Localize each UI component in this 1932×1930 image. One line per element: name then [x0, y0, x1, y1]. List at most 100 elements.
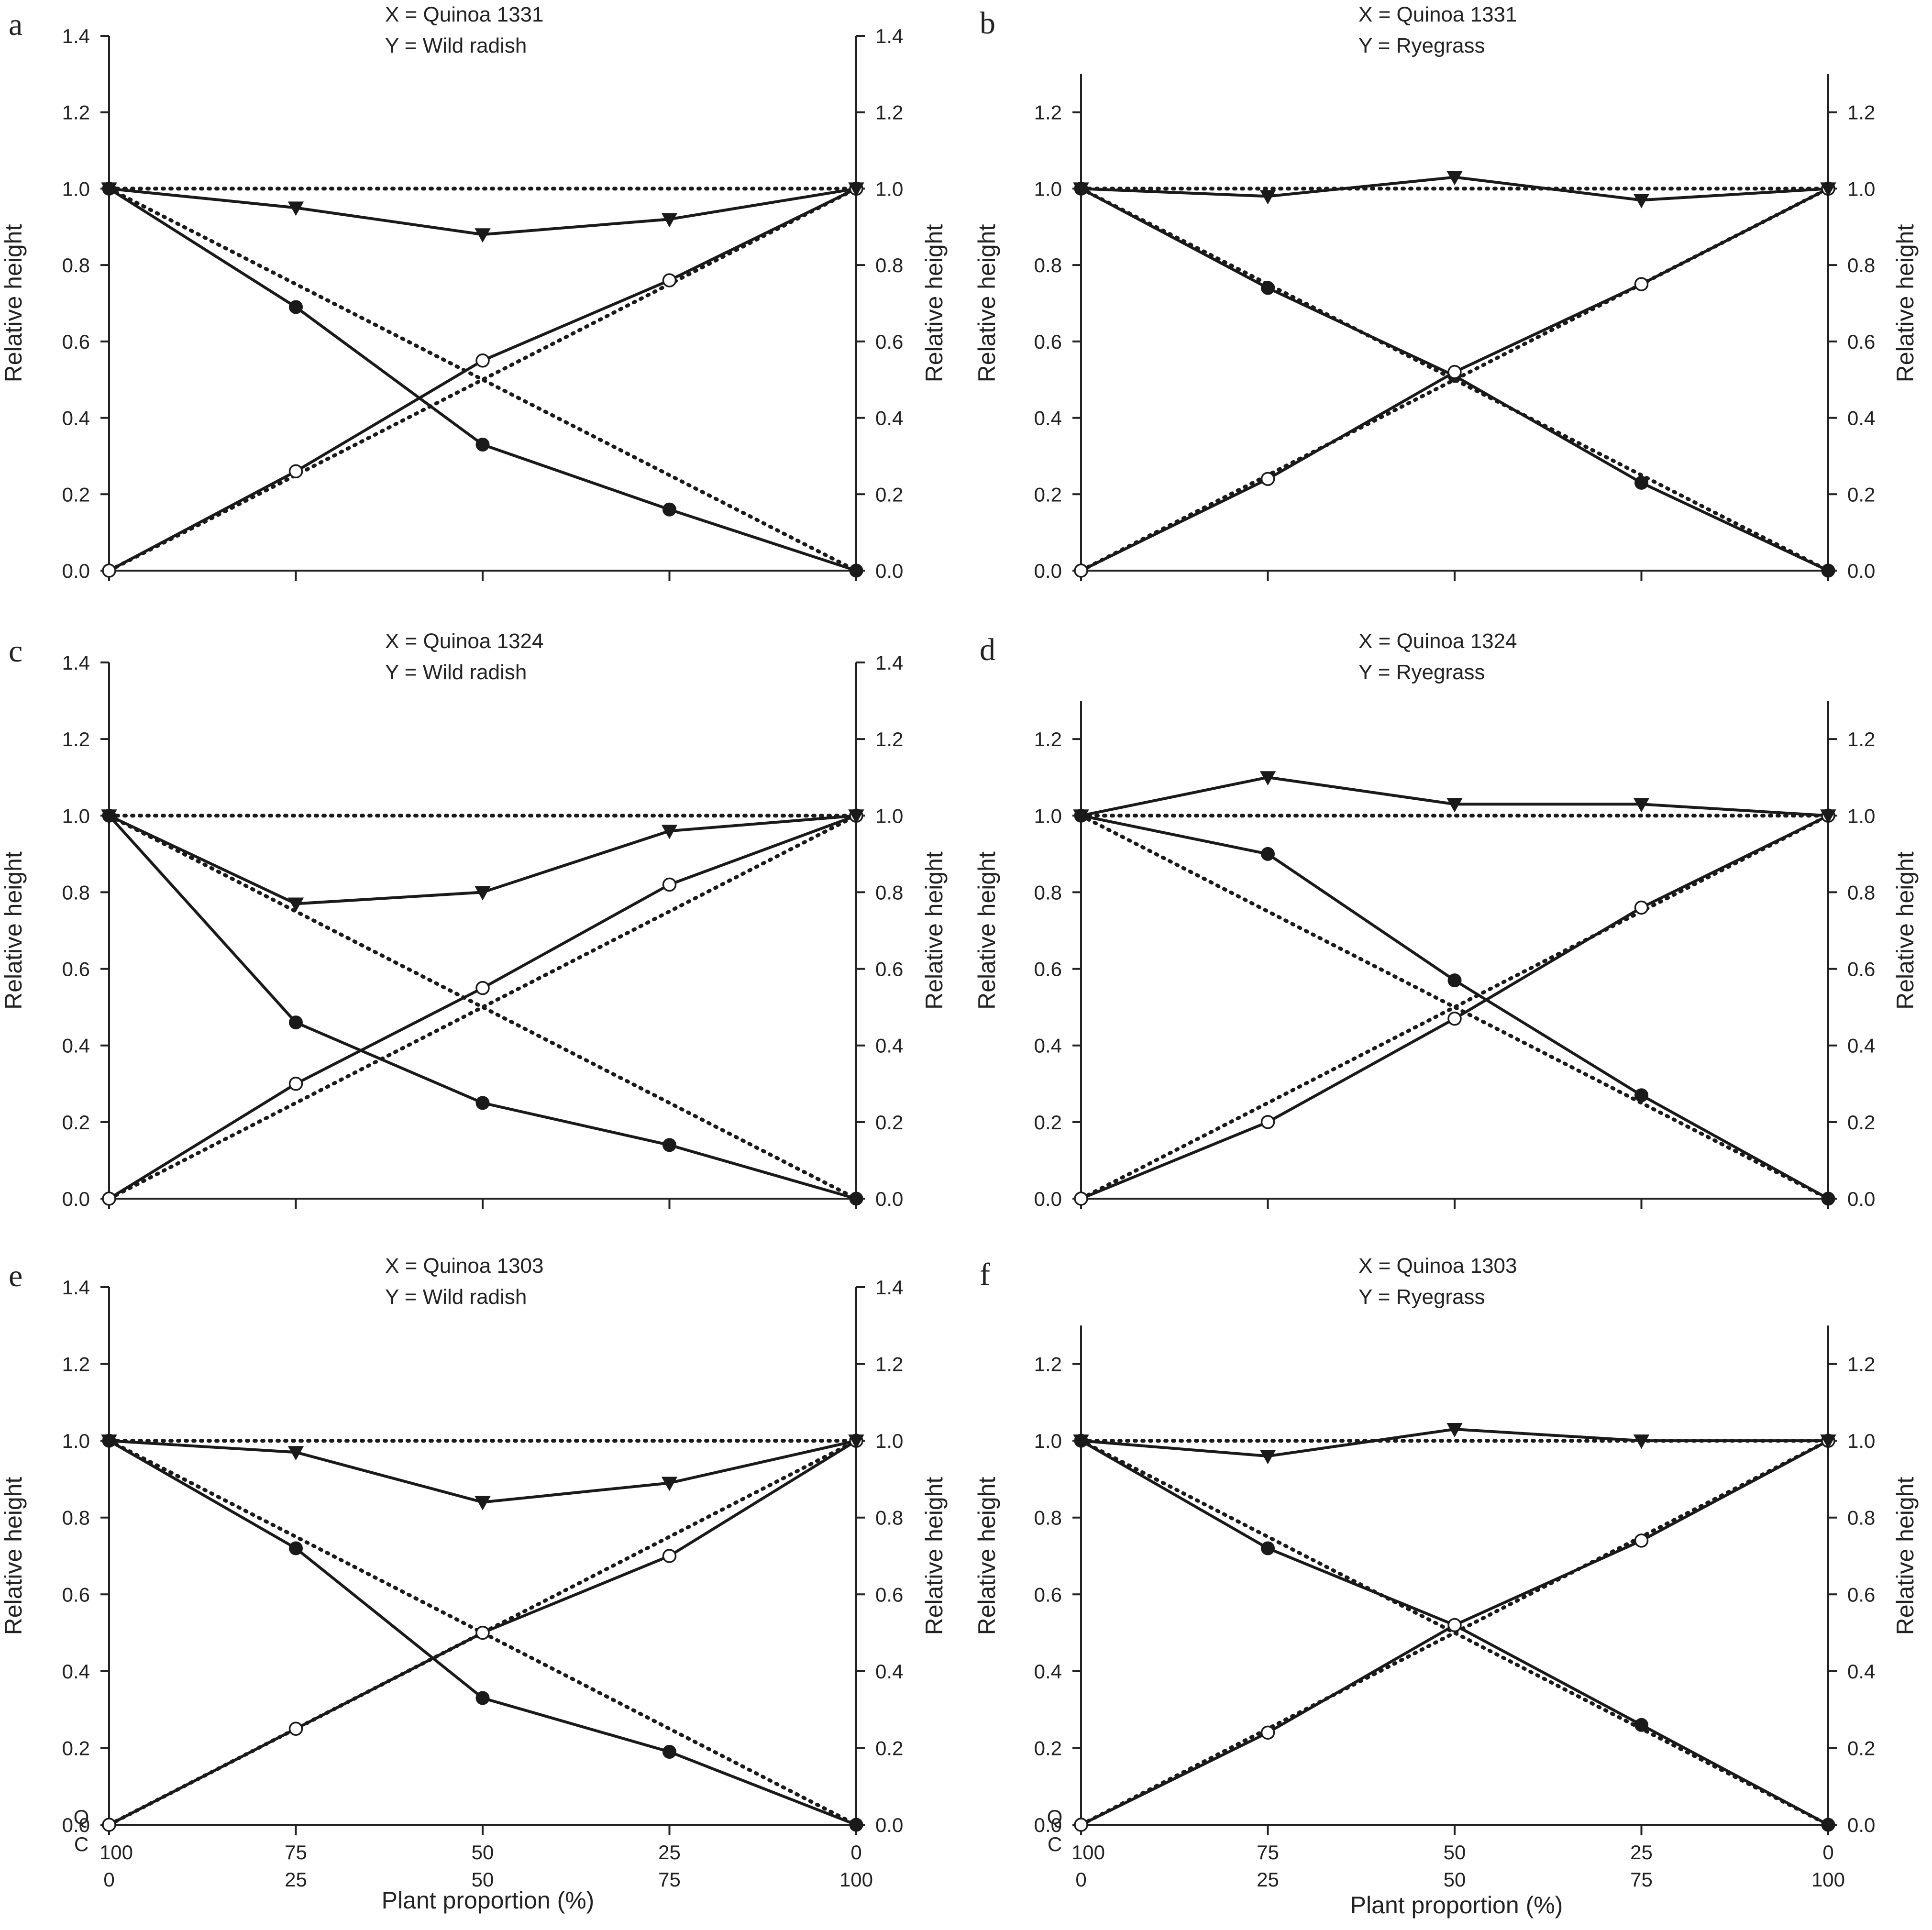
y-tick-label-right: 1.4 — [875, 25, 903, 47]
y-tick-label-right: 0.4 — [1847, 1035, 1875, 1057]
panel-e: 0.0 0.0 0.2 0.2 0.4 0.4 0.6 0.6 0.8 0.8 1.0 1.0 1.2 1… — [0, 1254, 948, 1891]
data-point-triangle — [475, 1496, 491, 1511]
y-axis-title-left: Relative height — [0, 1477, 27, 1635]
y-tick-label-right: 1.0 — [1847, 1430, 1875, 1452]
data-point-filled-circle — [289, 300, 303, 314]
data-point-filled-circle — [849, 1818, 863, 1832]
y-tick-label-left: 1.0 — [62, 1430, 90, 1452]
x-tick-label-q: 100 — [99, 1841, 133, 1864]
y-tick-label-left: 0.4 — [1034, 1660, 1062, 1683]
panel-title-y: Y = Wild radish — [385, 1285, 527, 1309]
panel-title-y: Y = Wild radish — [385, 661, 527, 684]
data-point-filled-circle — [1261, 1541, 1275, 1555]
y-axis-title-left: Relative height — [0, 851, 27, 1010]
panel-title-y: Y = Wild radish — [385, 34, 527, 57]
panel-b: 0.0 0.0 0.2 0.2 0.4 0.4 0.6 0.6 0.8 0.8 1.0 1.0 1.2 1… — [973, 3, 1919, 582]
y-tick-label-right: 0.0 — [875, 560, 903, 582]
data-point-open-circle — [288, 1077, 303, 1091]
y-tick-label-left: 1.2 — [62, 101, 90, 124]
y-tick-label-left: 0.2 — [1034, 1111, 1062, 1134]
y-tick-label-right: 0.2 — [875, 1737, 903, 1759]
data-point-open-circle — [288, 464, 303, 479]
panel-letter: f — [980, 1257, 990, 1292]
y-tick-label-right: 0.4 — [875, 1660, 903, 1683]
data-point-filled-circle — [475, 1691, 490, 1705]
data-point-open-circle — [475, 353, 490, 368]
data-point-open-circle — [1260, 472, 1275, 486]
x-tick-label-q: 25 — [658, 1841, 681, 1864]
data-point-open-circle — [1074, 563, 1088, 578]
data-point-open-circle — [102, 1818, 116, 1832]
data-point-open-circle — [288, 1721, 303, 1736]
data-point-open-circle — [1260, 1115, 1275, 1129]
y-tick-label-left: 0.4 — [1034, 407, 1062, 430]
data-point-filled-circle — [1634, 1088, 1648, 1103]
x-tick-label-q: 75 — [285, 1841, 307, 1864]
data-point-open-circle — [662, 877, 677, 892]
y-tick-label-left: 0.4 — [62, 407, 90, 430]
data-point-filled-circle — [289, 1015, 303, 1030]
y-tick-label-right: 0.6 — [875, 331, 903, 353]
x-axis-title-left: Plant proportion (%) — [382, 1887, 595, 1914]
y-tick-label-left: 0.6 — [1034, 1583, 1062, 1606]
x-tick-label-c: 100 — [839, 1868, 873, 1891]
data-point-open-circle — [662, 273, 677, 287]
panel-letter: c — [9, 634, 22, 669]
data-point-triangle — [287, 897, 304, 912]
panel-title-x: X = Quinoa 1324 — [385, 629, 543, 653]
y-tick-label-right: 0.4 — [1847, 1660, 1875, 1683]
y-tick-label-left: 0.8 — [1034, 1507, 1062, 1529]
y-tick-label-left: 0.0 — [1034, 1814, 1062, 1836]
y-tick-label-right: 1.2 — [875, 728, 903, 750]
x-tick-label-c: 75 — [1630, 1868, 1653, 1891]
data-point-triangle — [1446, 1423, 1463, 1438]
panel-c: 0.0 0.0 0.2 0.2 0.4 0.4 0.6 0.6 0.8 0.8 1.0 1.0 1.2 1… — [0, 629, 948, 1210]
panel-title-x: X = Quinoa 1324 — [1358, 629, 1517, 653]
data-point-triangle — [1073, 1434, 1089, 1449]
y-tick-label-left: 1.0 — [1034, 177, 1062, 200]
data-point-triangle — [101, 809, 117, 824]
y-axis-title-right: Relative height — [1892, 851, 1919, 1010]
expected-y-line — [1079, 814, 1830, 1201]
y-tick-label-left: 0.8 — [1034, 254, 1062, 276]
data-point-filled-circle — [849, 1191, 863, 1206]
data-point-open-circle — [1074, 1818, 1088, 1832]
expected-y-line — [107, 814, 858, 1201]
row-label-q-right: Q — [1047, 1806, 1063, 1828]
data-point-triangle — [1446, 798, 1463, 813]
data-point-filled-circle — [849, 563, 863, 578]
y-tick-label-right: 0.4 — [875, 1035, 903, 1057]
data-point-triangle — [1259, 1450, 1276, 1465]
x-tick-label-c: 50 — [472, 1868, 494, 1891]
y-tick-label-right: 1.0 — [1847, 177, 1875, 200]
y-tick-label-left: 0.0 — [62, 1188, 90, 1210]
y-tick-label-right: 0.4 — [875, 407, 903, 430]
y-tick-label-right: 1.2 — [1847, 1353, 1875, 1376]
x-tick-label-q: 25 — [1630, 1841, 1653, 1864]
y-tick-label-right: 0.0 — [1847, 560, 1875, 582]
panel-letter: a — [9, 7, 22, 42]
y-tick-label-right: 1.0 — [875, 1430, 903, 1452]
data-point-filled-circle — [662, 1744, 676, 1759]
y-tick-label-left: 0.0 — [62, 1814, 90, 1836]
panel-title-y: Y = Ryegrass — [1358, 34, 1485, 57]
panel-a: 0.0 0.0 0.2 0.2 0.4 0.4 0.6 0.6 0.8 0.8 1.0 1.0 1.2 1… — [0, 3, 948, 582]
data-point-open-circle — [475, 981, 490, 995]
y-tick-label-left: 0.8 — [62, 1507, 90, 1529]
y-tick-label-right: 1.2 — [1847, 101, 1875, 124]
y-tick-label-right: 0.6 — [875, 958, 903, 981]
y-tick-label-left: 0.6 — [1034, 331, 1062, 353]
data-point-open-circle — [102, 563, 116, 578]
y-tick-label-left: 0.6 — [62, 331, 90, 353]
y-axis-title-left: Relative height — [973, 1477, 1000, 1635]
x-tick-label-q: 0 — [1822, 1841, 1833, 1864]
y-tick-label-right: 1.2 — [875, 1353, 903, 1376]
y-axis-title-right: Relative height — [921, 851, 948, 1010]
panel-title-x: X = Quinoa 1303 — [385, 1254, 543, 1278]
y-tick-label-right: 1.2 — [1847, 728, 1875, 750]
y-tick-label-left: 0.6 — [62, 1583, 90, 1606]
x-axis-title-right: Plant proportion (%) — [1350, 1892, 1563, 1919]
y-tick-label-right: 1.4 — [875, 651, 903, 674]
y-tick-label-right: 1.0 — [1847, 805, 1875, 827]
y-tick-label-right: 0.6 — [1847, 1583, 1875, 1606]
